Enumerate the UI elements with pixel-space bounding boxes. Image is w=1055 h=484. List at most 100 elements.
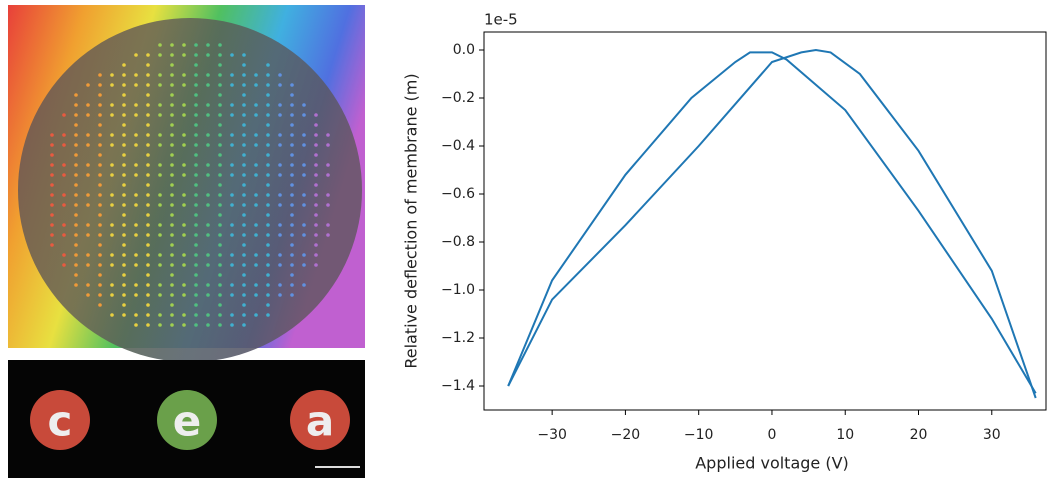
wafer-dot (302, 263, 306, 267)
wafer-dot (146, 323, 150, 327)
wafer-dot (218, 253, 222, 257)
wafer-dot (266, 293, 270, 297)
wafer-dot (62, 223, 66, 227)
wafer-dot (194, 183, 198, 187)
wafer-dot (218, 293, 222, 297)
wafer-dot (254, 103, 258, 107)
wafer-dot (158, 163, 162, 167)
wafer-dot (266, 263, 270, 267)
wafer-dot (290, 223, 294, 227)
wafer-dot (218, 203, 222, 207)
wafer-dot (290, 253, 294, 257)
x-tick-label: 10 (836, 427, 854, 443)
wafer-dot (218, 83, 222, 87)
y-tick-label: −0.8 (441, 234, 475, 250)
wafer-dot (182, 43, 186, 47)
wafer-dot (206, 73, 210, 77)
wafer-dot (50, 203, 54, 207)
wafer-dot (158, 263, 162, 267)
wafer-dot (290, 103, 294, 107)
x-axis-label: Applied voltage (V) (695, 454, 849, 473)
wafer-dot (314, 243, 318, 247)
wafer-dot (146, 163, 150, 167)
wafer-dot (230, 293, 234, 297)
wafer-dot (182, 143, 186, 147)
wafer-dot (218, 223, 222, 227)
wafer-dot (122, 153, 126, 157)
wafer-dot (146, 313, 150, 317)
wafer-dot (98, 253, 102, 257)
wafer-dot (194, 143, 198, 147)
wafer-dot (110, 173, 114, 177)
wafer-dot (98, 243, 102, 247)
wafer-dot (86, 133, 90, 137)
wafer-dot (278, 253, 282, 257)
wafer-dot (254, 253, 258, 257)
wafer-dot (278, 283, 282, 287)
wafer-dot (194, 113, 198, 117)
wafer-dot (170, 183, 174, 187)
wafer-dot (218, 263, 222, 267)
wafer-dot (242, 263, 246, 267)
wafer-dot (50, 213, 54, 217)
wafer-dot (230, 173, 234, 177)
wafer-dot (158, 143, 162, 147)
wafer-dot (86, 233, 90, 237)
wafer-dot (146, 203, 150, 207)
wafer-dot (98, 133, 102, 137)
wafer-dot (158, 283, 162, 287)
wafer-dot (302, 113, 306, 117)
wafer-dot (194, 213, 198, 217)
wafer-dot (218, 193, 222, 197)
pixel-disk (157, 390, 217, 450)
wafer-dot (326, 163, 330, 167)
wafer-dot (266, 73, 270, 77)
wafer-dot (182, 263, 186, 267)
wafer-dot (158, 73, 162, 77)
wafer-dot (266, 233, 270, 237)
wafer-dot (194, 83, 198, 87)
wafer-dot (182, 113, 186, 117)
wafer-dot (266, 273, 270, 277)
wafer-dot (242, 63, 246, 67)
wafer-dot (98, 293, 102, 297)
wafer-dot (206, 223, 210, 227)
wafer-dot (254, 223, 258, 227)
wafer-dot (110, 113, 114, 117)
wafer-dot (218, 103, 222, 107)
wafer-dot (230, 193, 234, 197)
wafer-dot (242, 73, 246, 77)
wafer-dot (74, 273, 78, 277)
wafer-dot (170, 293, 174, 297)
y-tick-label: −1.2 (441, 330, 475, 346)
wafer-dot (230, 313, 234, 317)
wafer-dot (146, 83, 150, 87)
wafer-dot (266, 313, 270, 317)
wafer-dot (110, 233, 114, 237)
wafer-dot (170, 163, 174, 167)
wafer-dot (290, 213, 294, 217)
wafer-dot (98, 163, 102, 167)
wafer-dot (314, 123, 318, 127)
wafer-dot (230, 133, 234, 137)
wafer-dot (254, 193, 258, 197)
wafer-dot (98, 153, 102, 157)
wafer-dot (182, 323, 186, 327)
wafer-dot (242, 93, 246, 97)
wafer-dot (326, 143, 330, 147)
wafer-dot (314, 113, 318, 117)
wafer-dot (182, 203, 186, 207)
wafer-dot (278, 103, 282, 107)
wafer-dot (74, 283, 78, 287)
wafer-dot (278, 203, 282, 207)
wafer-dot (230, 253, 234, 257)
wafer-dot (134, 253, 138, 257)
wafer-dot (170, 143, 174, 147)
wafer-dot (314, 253, 318, 257)
wafer-dot (218, 113, 222, 117)
wafer-dot (230, 73, 234, 77)
wafer-dot (278, 73, 282, 77)
wafer-dot (230, 203, 234, 207)
wafer-dot (290, 93, 294, 97)
wafer-dot (86, 193, 90, 197)
